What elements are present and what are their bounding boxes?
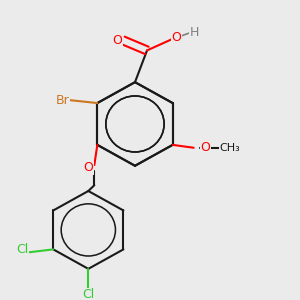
Text: O: O xyxy=(113,34,122,47)
Text: Cl: Cl xyxy=(82,288,94,300)
Text: O: O xyxy=(83,161,93,174)
Text: Cl: Cl xyxy=(16,243,29,256)
Text: O: O xyxy=(172,31,181,44)
Text: O: O xyxy=(201,141,211,154)
Text: H: H xyxy=(190,26,199,39)
Text: Br: Br xyxy=(56,94,70,107)
Text: CH₃: CH₃ xyxy=(219,143,240,153)
